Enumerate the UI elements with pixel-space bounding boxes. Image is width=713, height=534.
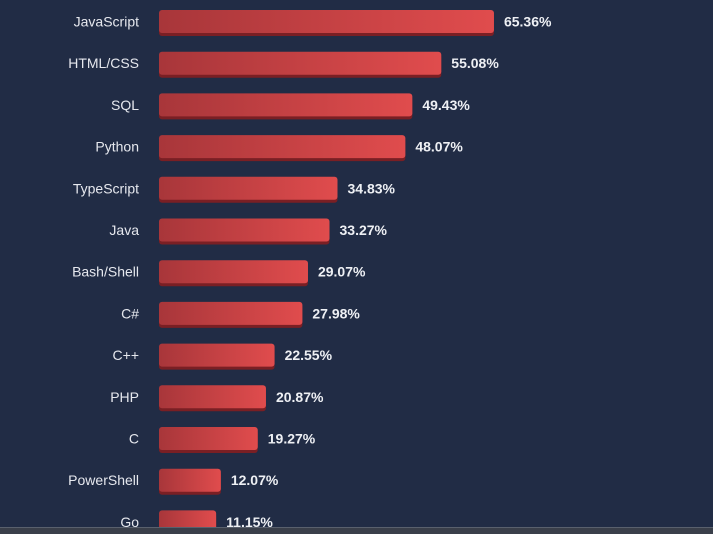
bar <box>159 10 494 33</box>
value-label: 19.27% <box>268 431 316 447</box>
bar-group: SQL 49.43% <box>111 93 470 120</box>
value-label: 49.43% <box>422 97 470 113</box>
bar <box>159 343 275 367</box>
value-label: 48.07% <box>415 139 463 155</box>
value-label: 65.36% <box>504 14 552 30</box>
category-label: PHP <box>110 389 139 405</box>
category-label: PowerShell <box>68 472 139 488</box>
bar <box>159 301 303 325</box>
category-label: TypeScript <box>73 180 139 196</box>
bar-group: C 19.27% <box>129 427 316 453</box>
bar <box>159 260 308 284</box>
value-label: 11.15% <box>226 514 273 530</box>
category-label: Python <box>95 139 139 155</box>
bar-group: Bash/Shell 29.07% <box>72 260 366 287</box>
category-label: Java <box>109 222 139 238</box>
value-label: 22.55% <box>285 347 333 363</box>
bar <box>159 135 406 159</box>
category-label: C <box>129 431 139 447</box>
bar-group: JavaScript 65.36% <box>74 10 552 36</box>
value-label: 20.87% <box>276 389 324 405</box>
value-label: 27.98% <box>312 305 360 321</box>
bar <box>159 93 413 117</box>
bar-group: PHP 20.87% <box>110 385 324 412</box>
value-label: 55.08% <box>451 55 499 71</box>
value-label: 34.83% <box>348 180 396 196</box>
value-label: 33.27% <box>340 222 388 238</box>
category-label: C++ <box>113 347 139 363</box>
bottom-scrollbar-strip <box>0 527 713 534</box>
bar <box>159 427 258 450</box>
bar-group: C++ 22.55% <box>113 343 333 370</box>
bar-group: Python 48.07% <box>95 135 463 162</box>
category-label: SQL <box>111 97 139 113</box>
bar-group: PowerShell 12.07% <box>68 468 279 495</box>
value-label: 29.07% <box>318 264 366 280</box>
category-label: HTML/CSS <box>68 55 139 71</box>
value-label: 12.07% <box>231 472 279 488</box>
bar <box>159 385 266 409</box>
bar <box>159 218 330 242</box>
bar-group: HTML/CSS 55.08% <box>68 51 499 78</box>
bar <box>159 51 442 75</box>
category-label: JavaScript <box>74 14 139 30</box>
bar-group: Java 33.27% <box>109 218 388 245</box>
bar <box>159 468 221 492</box>
bar <box>159 176 338 200</box>
category-label: C# <box>121 305 139 321</box>
bar-group: TypeScript 34.83% <box>73 176 396 203</box>
bar-group: C# 27.98% <box>121 301 360 328</box>
category-label: Bash/Shell <box>72 264 139 280</box>
category-label: Go <box>120 514 139 530</box>
